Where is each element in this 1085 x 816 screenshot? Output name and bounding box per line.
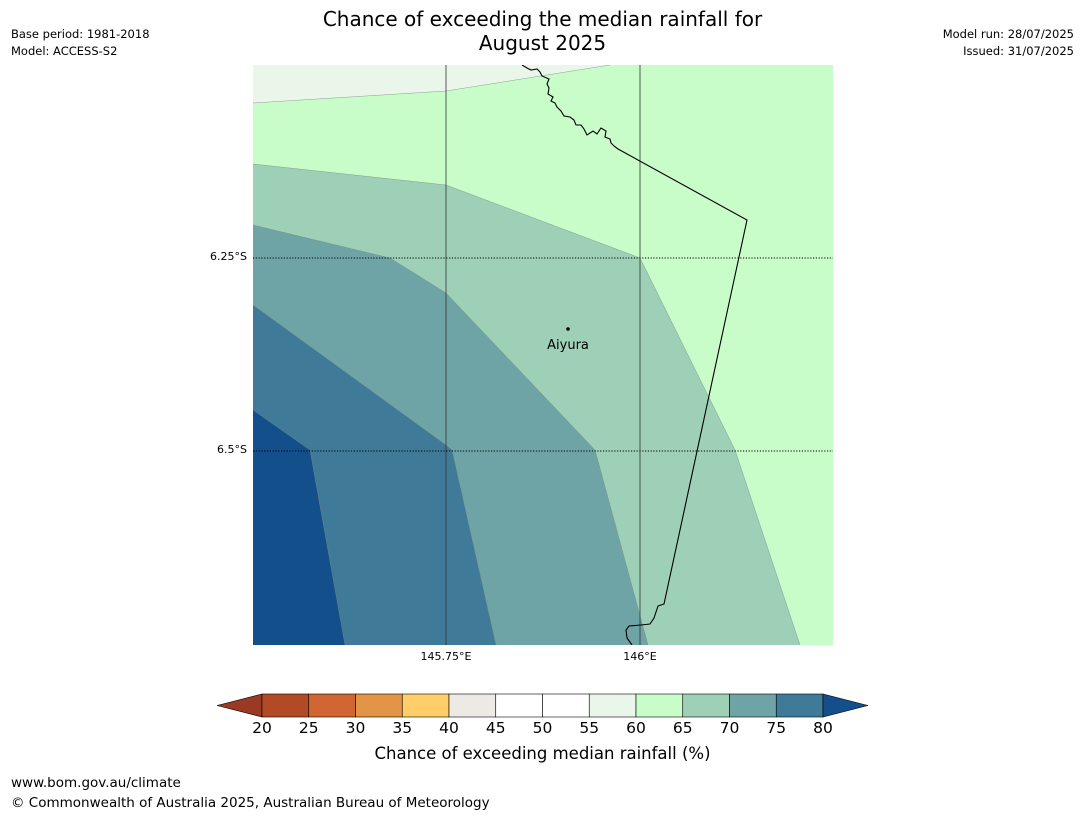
colorbar-tick-label: 55 [579, 719, 600, 737]
colorbar-segment [308, 693, 356, 718]
region-gt80 [253, 410, 345, 645]
colorbar-tick-label: 50 [532, 719, 553, 737]
colorbar-tick-label: 65 [672, 719, 693, 737]
colorbar-tick-label: 20 [252, 719, 272, 737]
region-55-60 [253, 65, 610, 103]
colorbar-tick-label: 75 [766, 719, 787, 737]
colorbar-over-arrow [822, 693, 869, 718]
meta-right: Model run: 28/07/2025 Issued: 31/07/2025 [943, 26, 1074, 60]
colorbar-tick-label: 45 [485, 719, 506, 737]
map-regions [253, 65, 833, 645]
map-title: Chance of exceeding the median rainfall … [0, 7, 1085, 55]
aiyura-label: Aiyura [547, 338, 589, 353]
model-run-text: Model run: 28/07/2025 [942, 27, 1074, 41]
footer-copyright: © Commonwealth of Australia 2025, Austra… [11, 795, 490, 811]
colorbar-under-arrow [216, 693, 263, 718]
lon-label-146e: 146°E [623, 650, 657, 663]
colorbar-segment [635, 693, 684, 718]
colorbar-segment [682, 693, 730, 718]
footer-url[interactable]: www.bom.gov.au/climate [11, 775, 181, 791]
meta-left: Base period: 1981-2018 Model: ACCESS-S2 [11, 26, 150, 60]
colorbar-segment [261, 693, 310, 718]
issued-text: Issued: 31/07/2025 [963, 44, 1074, 58]
map-title-line2: August 2025 [478, 31, 607, 55]
colorbar-tick-label: 70 [719, 719, 740, 737]
lat-label-6-5s: 6.5°S [217, 443, 247, 456]
colorbar-segment [775, 693, 824, 718]
colorbar-tick-label: 80 [813, 719, 833, 737]
map-title-line1: Chance of exceeding the median rainfall … [322, 7, 763, 31]
lon-label-145-75e: 145.75°E [420, 650, 472, 663]
aiyura-marker [566, 327, 570, 331]
colorbar-segment [542, 693, 590, 718]
colorbar-segment [448, 693, 497, 718]
colorbar-tick-label: 25 [298, 719, 319, 737]
colorbar-tick-label: 35 [392, 719, 413, 737]
colorbar-segment [401, 693, 450, 718]
colorbar-segment [729, 693, 777, 718]
colorbar-segment [588, 693, 637, 718]
colorbar-tick-label: 30 [345, 719, 366, 737]
lat-label-6-25s: 6.25°S [210, 250, 247, 263]
colorbar-segment [355, 693, 403, 718]
colorbar-segment [495, 693, 543, 718]
colorbar-tick-label: 60 [626, 719, 646, 737]
colorbar-tick-label: 40 [439, 719, 459, 737]
model-text: Model: ACCESS-S2 [11, 44, 118, 58]
province-border [521, 65, 748, 645]
base-period-text: Base period: 1981-2018 [11, 27, 150, 41]
colorbar-title: Chance of exceeding median rainfall (%) [374, 744, 711, 763]
